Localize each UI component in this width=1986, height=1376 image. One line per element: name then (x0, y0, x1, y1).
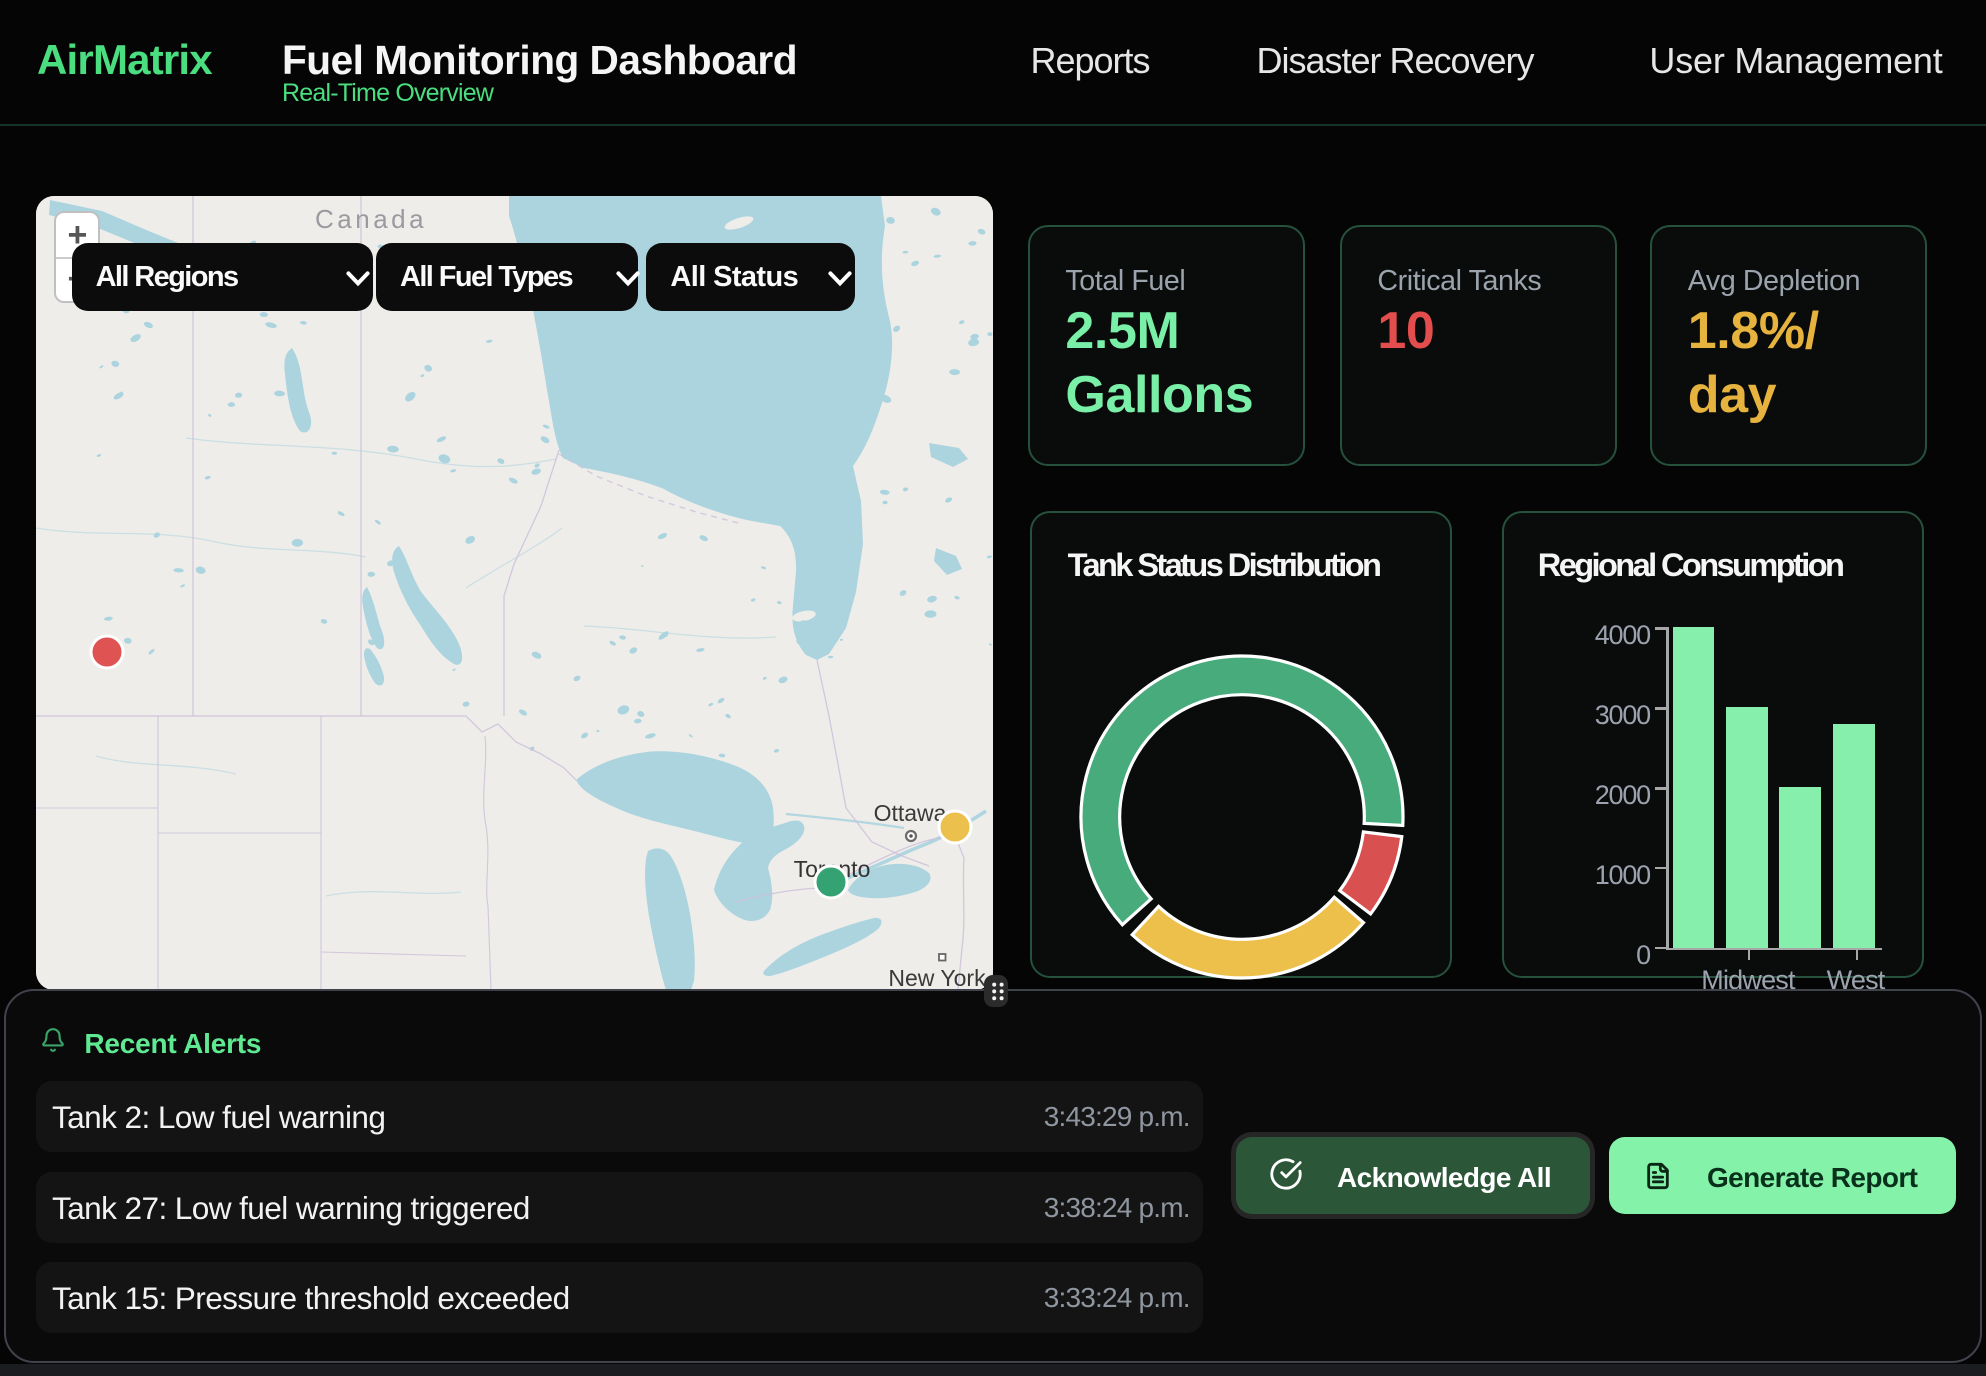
svg-text:New York: New York (888, 965, 986, 990)
svg-text:Ottawa: Ottawa (874, 800, 947, 826)
svg-text:Canada: Canada (315, 204, 427, 234)
